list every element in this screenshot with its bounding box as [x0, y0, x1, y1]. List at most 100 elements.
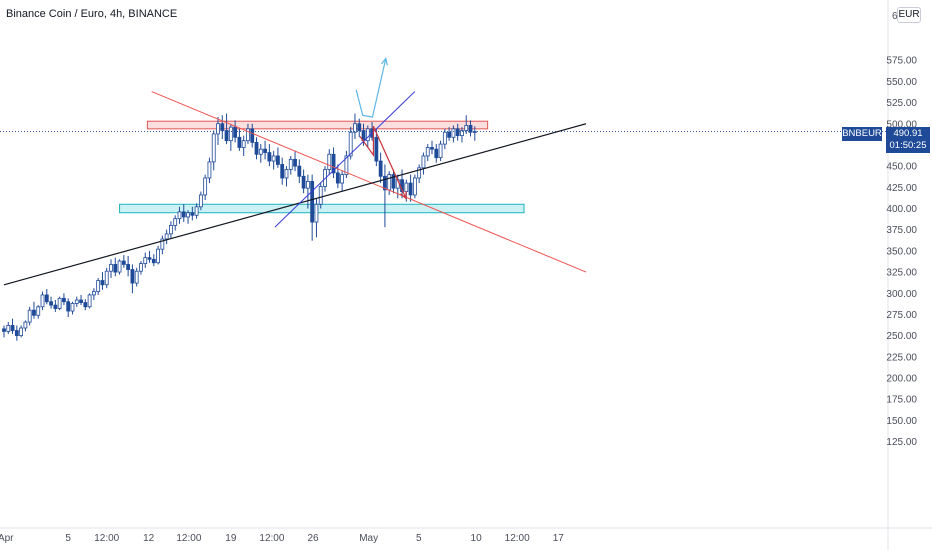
time-axis[interactable]: Apr 5 12:00 12 12:00 19 12:00 26 May 5 10 12:00 17	[0, 533, 564, 544]
candle	[32, 301, 36, 319]
symbol-label: BNBEUR	[842, 127, 882, 141]
candle-body	[177, 211, 182, 220]
candle	[96, 277, 101, 295]
candle	[263, 140, 267, 160]
candle-body	[156, 248, 160, 264]
candle-body	[216, 123, 220, 135]
time-tick-label: 5	[416, 533, 422, 544]
candle-body	[288, 158, 293, 170]
candle-body	[404, 182, 409, 192]
price-tick-label: 250.00	[886, 331, 917, 342]
candle-body	[2, 328, 6, 332]
candle	[57, 296, 62, 311]
price-tick-label: 450.00	[886, 162, 917, 173]
candle-body	[344, 155, 349, 176]
candle-body	[40, 294, 45, 308]
candle-body	[62, 297, 66, 303]
candle-body	[383, 175, 387, 191]
candle	[164, 229, 169, 245]
candle	[224, 113, 229, 145]
candle-body	[378, 160, 383, 177]
candle	[130, 264, 135, 294]
candle	[357, 118, 362, 138]
price-tick-label: 225.00	[886, 352, 917, 363]
bearish-projection-path	[359, 126, 407, 199]
candle	[237, 128, 242, 151]
candle	[421, 152, 426, 175]
candle	[14, 325, 19, 341]
candle-body	[10, 325, 15, 331]
price-tick-label: 325.00	[886, 268, 917, 279]
candle-body	[160, 238, 165, 250]
candle	[216, 116, 220, 145]
candle-body	[357, 123, 362, 131]
candle	[276, 147, 280, 168]
candle-body	[353, 123, 357, 133]
candle	[378, 152, 383, 184]
bullish-projection-path	[355, 58, 387, 118]
candle-body	[335, 172, 340, 184]
candle-body	[340, 174, 345, 184]
candle	[318, 183, 323, 209]
candle-body	[442, 131, 447, 145]
candle-body	[126, 264, 131, 270]
candle	[314, 198, 319, 238]
candle	[70, 301, 75, 315]
time-tick-label: 10	[471, 533, 483, 544]
price-tick-label: 500.00	[886, 119, 917, 130]
candle	[353, 113, 357, 140]
time-tick-label: 12:00	[505, 533, 530, 544]
candle-body	[130, 269, 135, 284]
candle-body	[66, 301, 71, 312]
candle-body	[348, 131, 353, 157]
candle-body	[27, 309, 32, 323]
candle-body	[134, 270, 139, 284]
candle	[36, 305, 41, 319]
candle	[271, 150, 276, 170]
candle-body	[151, 258, 156, 264]
candle-body	[297, 165, 302, 177]
candle	[365, 125, 370, 148]
last-price-label: 490.91 01:50:25	[886, 127, 930, 153]
time-tick-label: 19	[225, 533, 237, 544]
candle	[121, 255, 126, 268]
candle-body	[147, 257, 152, 260]
candle	[391, 169, 396, 194]
candle-body	[203, 177, 208, 196]
candle-body	[263, 148, 267, 153]
candle	[87, 293, 92, 309]
candle	[430, 140, 434, 155]
candle-body	[447, 131, 452, 138]
candle-body	[113, 264, 118, 273]
time-tick-label: 12:00	[176, 533, 201, 544]
candle	[460, 127, 464, 143]
candle-body	[310, 180, 315, 223]
candle	[173, 215, 178, 231]
candle-body	[36, 306, 41, 316]
candle-body	[460, 130, 464, 137]
trendlines-layer	[0, 57, 888, 286]
price-axis[interactable]: 125.00 150.00 175.00 200.00 225.00 250.00 275.…	[886, 11, 917, 448]
candle-body	[198, 194, 203, 208]
candle	[464, 115, 469, 134]
candle	[451, 125, 456, 143]
candle	[417, 164, 422, 184]
candle-body	[468, 125, 473, 133]
candle	[331, 147, 336, 178]
price-tick-label: 200.00	[886, 374, 917, 385]
candle	[220, 115, 225, 140]
candle-body	[53, 304, 58, 309]
candle-body	[186, 212, 190, 218]
candle-body	[254, 141, 259, 155]
candle	[109, 259, 113, 278]
candle-body	[104, 270, 109, 286]
candle	[412, 174, 417, 199]
candle-body	[301, 175, 306, 189]
time-tick-label: Apr	[0, 533, 14, 544]
bullish-projection	[355, 57, 388, 118]
currency-badge[interactable]: EUR	[897, 7, 921, 23]
candle	[203, 174, 208, 201]
candle-body	[451, 128, 456, 138]
candle	[126, 255, 131, 277]
